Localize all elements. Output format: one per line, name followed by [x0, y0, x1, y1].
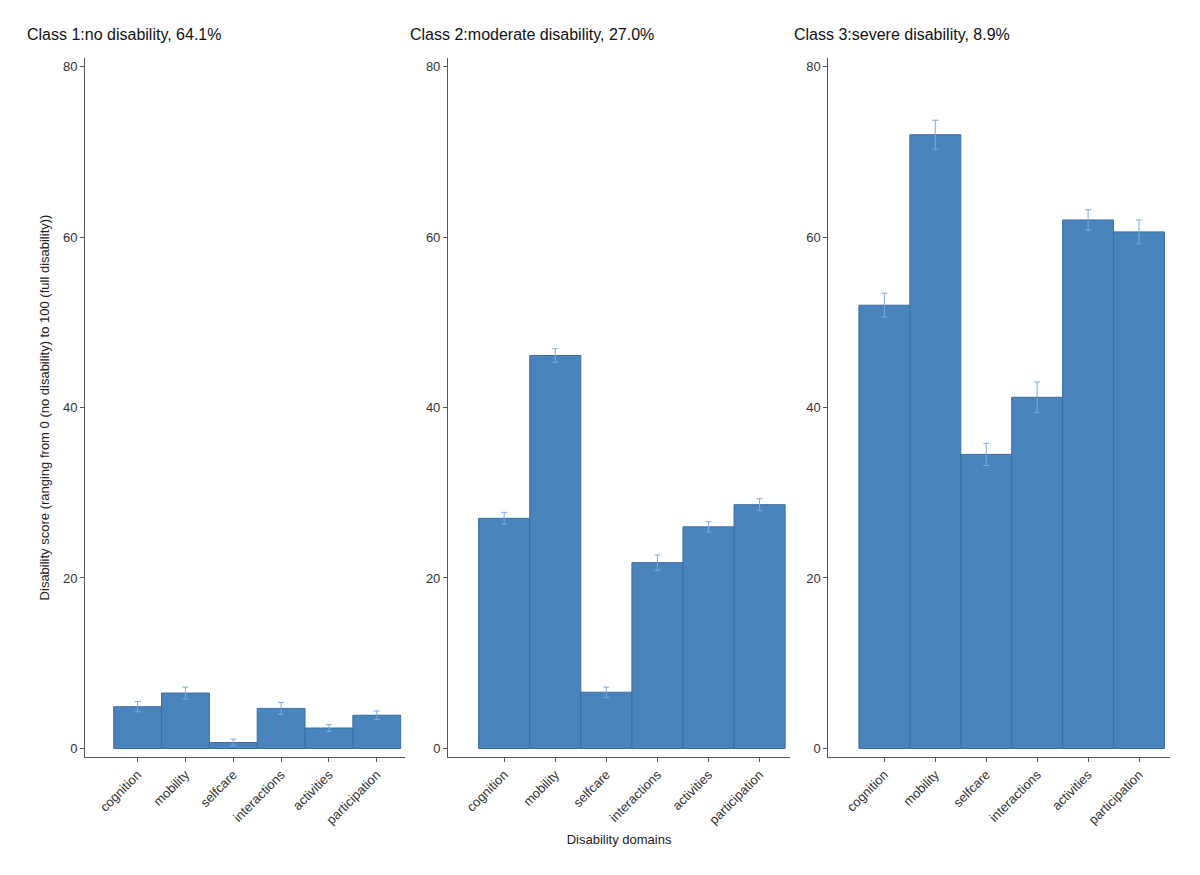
- svg-text:60: 60: [63, 230, 77, 245]
- svg-text:cognition: cognition: [97, 767, 144, 814]
- svg-text:20: 20: [806, 571, 820, 586]
- svg-text:80: 80: [806, 59, 820, 74]
- svg-text:interactions: interactions: [230, 767, 288, 825]
- svg-text:participation: participation: [706, 767, 766, 827]
- svg-text:mobility: mobility: [150, 767, 192, 809]
- svg-text:mobility: mobility: [900, 767, 942, 809]
- svg-text:interactions: interactions: [607, 767, 665, 825]
- svg-text:60: 60: [806, 230, 820, 245]
- svg-text:selfcare: selfcare: [197, 767, 240, 810]
- svg-text:20: 20: [426, 571, 440, 586]
- svg-text:Disability score (ranging from: Disability score (ranging from 0 (no dis…: [37, 215, 52, 601]
- svg-text:cognition: cognition: [844, 767, 891, 814]
- svg-text:80: 80: [63, 59, 77, 74]
- svg-text:0: 0: [70, 741, 77, 756]
- svg-text:mobility: mobility: [520, 767, 562, 809]
- svg-text:20: 20: [63, 571, 77, 586]
- svg-text:60: 60: [426, 230, 440, 245]
- svg-text:0: 0: [433, 741, 440, 756]
- svg-text:participation: participation: [323, 767, 383, 827]
- svg-text:40: 40: [806, 400, 820, 415]
- svg-text:80: 80: [426, 59, 440, 74]
- svg-text:0: 0: [814, 741, 821, 756]
- svg-text:40: 40: [426, 400, 440, 415]
- svg-text:40: 40: [63, 400, 77, 415]
- svg-text:selfcare: selfcare: [950, 767, 993, 810]
- svg-text:activities: activities: [669, 767, 715, 813]
- svg-text:Class 1:no disability, 64.1%: Class 1:no disability, 64.1%: [27, 26, 221, 43]
- svg-text:activities: activities: [290, 767, 336, 813]
- svg-text:activities: activities: [1049, 767, 1095, 813]
- svg-text:selfcare: selfcare: [570, 767, 613, 810]
- svg-text:Class 3:severe disability, 8.9: Class 3:severe disability, 8.9%: [794, 26, 1010, 43]
- svg-text:cognition: cognition: [463, 767, 510, 814]
- svg-text:participation: participation: [1086, 767, 1146, 827]
- svg-text:interactions: interactions: [986, 767, 1044, 825]
- svg-text:Disability domains: Disability domains: [567, 832, 672, 847]
- svg-text:Class 2:moderate disability, 2: Class 2:moderate disability, 27.0%: [410, 26, 654, 43]
